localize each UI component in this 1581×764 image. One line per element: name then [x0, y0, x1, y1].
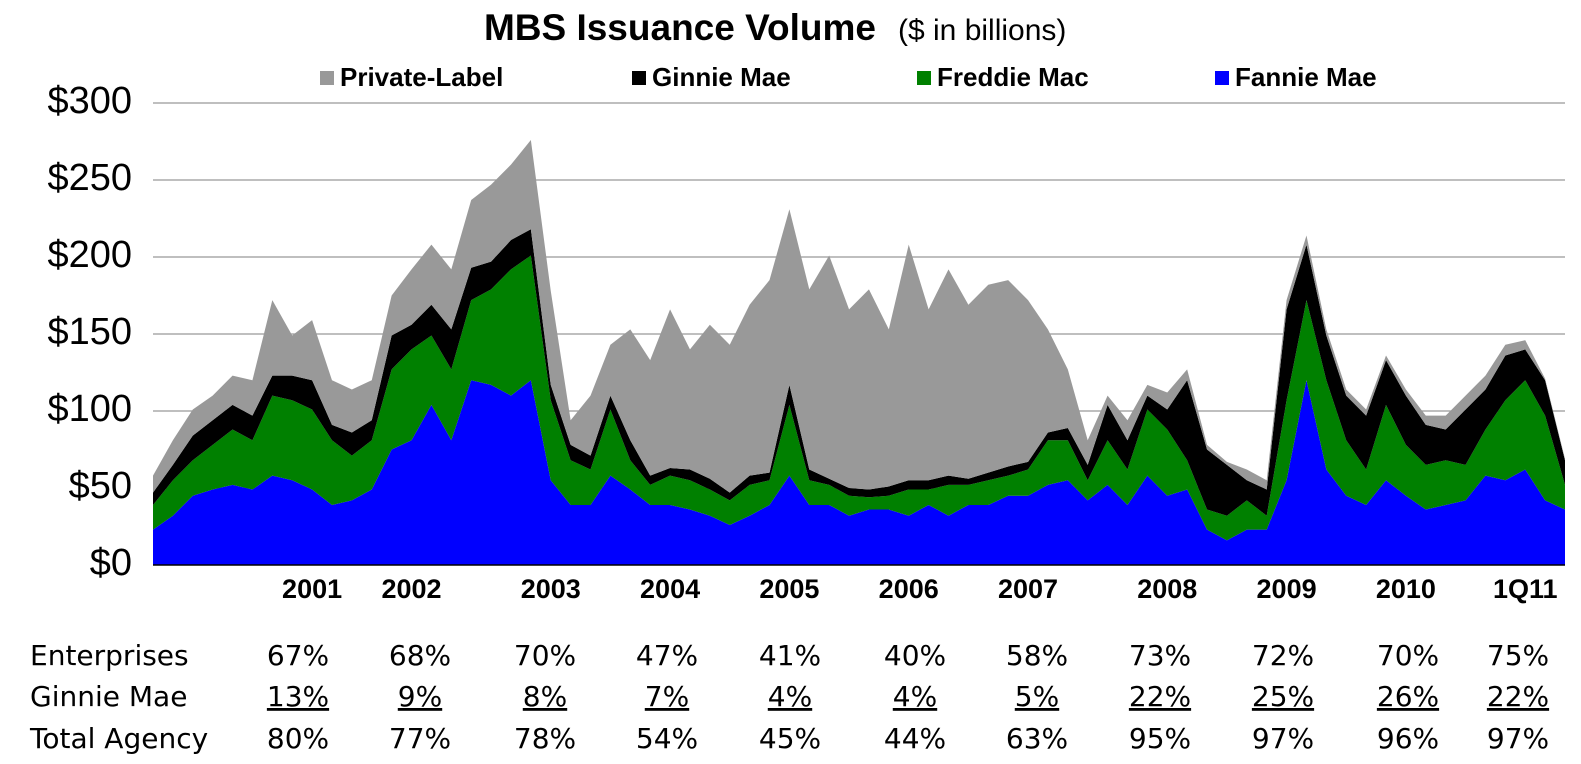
table-cell: 63% [1006, 722, 1068, 755]
table-cell: 47% [636, 639, 698, 672]
row-label: Ginnie Mae [30, 680, 187, 713]
x-tick-label: 2005 [759, 574, 819, 604]
x-tick-label: 2007 [998, 574, 1058, 604]
table-cell: 54% [636, 722, 698, 755]
table-cell: 26% [1377, 680, 1439, 713]
y-tick-label: $200 [47, 234, 132, 276]
chart-subtitle: ($ in billions) [898, 14, 1066, 47]
table-cell: 44% [884, 722, 946, 755]
table-cell: 72% [1252, 639, 1314, 672]
table-cell: 97% [1252, 722, 1314, 755]
y-tick-label: $150 [47, 311, 132, 353]
table-cell: 25% [1252, 680, 1314, 713]
row-label: Total Agency [29, 722, 208, 755]
area [153, 380, 1565, 565]
y-tick-label: $0 [90, 542, 132, 584]
y-tick-label: $300 [47, 80, 132, 122]
legend-swatch [1215, 71, 1229, 85]
x-tick-label: 2004 [640, 574, 700, 604]
table-cell: 45% [759, 722, 821, 755]
y-tick-label: $250 [47, 157, 132, 199]
table-cell: 40% [884, 639, 946, 672]
table-cell: 78% [514, 722, 576, 755]
table-cell: 9% [398, 680, 442, 713]
table-cell: 97% [1487, 722, 1549, 755]
table-cell: 22% [1487, 680, 1549, 713]
legend-label: Private-Label [340, 62, 503, 92]
legend-label: Fannie Mae [1235, 62, 1377, 92]
table-cell: 4% [893, 680, 937, 713]
area [153, 139, 1565, 493]
y-tick-label: $50 [69, 465, 132, 507]
table-cell: 95% [1129, 722, 1191, 755]
legend-label: Ginnie Mae [652, 62, 791, 92]
area [153, 229, 1565, 516]
table-cell: 80% [267, 722, 329, 755]
legend-label: Freddie Mac [937, 62, 1089, 92]
row-label: Enterprises [30, 639, 189, 672]
table-cell: 73% [1129, 639, 1191, 672]
table-cell: 75% [1487, 639, 1549, 672]
x-tick-label: 2008 [1137, 574, 1197, 604]
table-cell: 70% [1377, 639, 1439, 672]
x-tick-label: 2006 [879, 574, 939, 604]
x-tick-label: 2010 [1376, 574, 1436, 604]
table-cell: 22% [1129, 680, 1191, 713]
legend-swatch [632, 71, 646, 85]
table-cell: 77% [389, 722, 451, 755]
table-cell: 41% [759, 639, 821, 672]
table-cell: 7% [645, 680, 689, 713]
chart-title: MBS Issuance Volume [484, 7, 876, 48]
x-tick-label: 1Q11 [1493, 574, 1558, 604]
table-cell: 4% [768, 680, 812, 713]
x-tick-label: 2002 [381, 574, 441, 604]
y-tick-label: $100 [47, 388, 132, 430]
x-tick-label: 2001 [282, 574, 342, 604]
table-cell: 58% [1006, 639, 1068, 672]
table-cell: 8% [523, 680, 567, 713]
table-cell: 70% [514, 639, 576, 672]
legend-swatch [320, 71, 334, 85]
legend-swatch [917, 71, 931, 85]
table-cell: 67% [267, 639, 329, 672]
x-tick-label: 2003 [521, 574, 581, 604]
table-cell: 13% [267, 680, 329, 713]
table-cell: 96% [1377, 722, 1439, 755]
table-cell: 68% [389, 639, 451, 672]
x-tick-label: 2009 [1257, 574, 1317, 604]
area [153, 255, 1565, 541]
table-cell: 5% [1015, 680, 1059, 713]
